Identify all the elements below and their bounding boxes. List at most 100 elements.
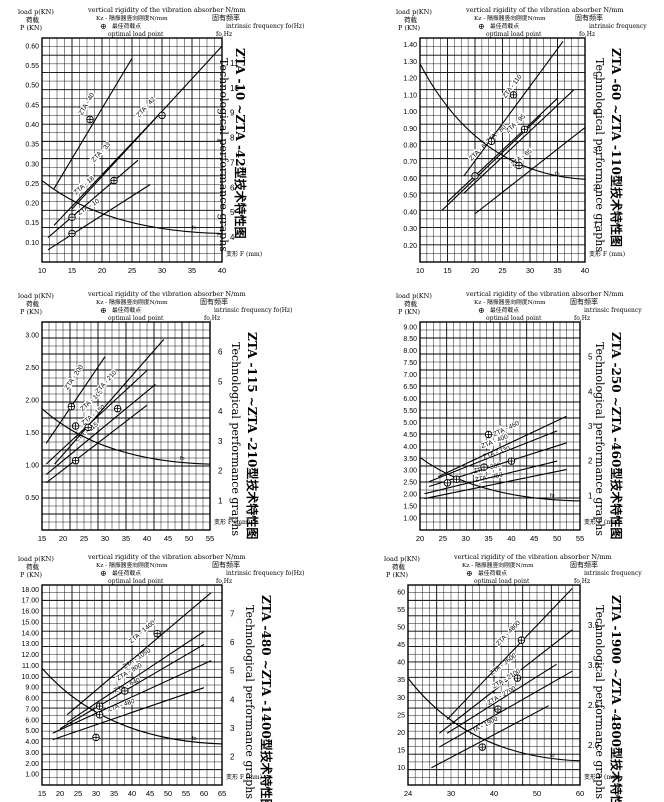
optimal-legend-en: optimal load point bbox=[486, 315, 542, 322]
y-tick-label: 0.50 bbox=[25, 495, 39, 502]
x-tick-label: 20 bbox=[98, 266, 106, 275]
x-tick-label: 15 bbox=[443, 266, 451, 275]
optimal-legend-en: optimal load point bbox=[108, 578, 164, 585]
y-tick-label: 10 bbox=[397, 765, 405, 772]
y-tick-label: 0.60 bbox=[25, 43, 39, 50]
load-label-cn: 荷载 bbox=[26, 299, 40, 308]
side-title: ZTA -250 ~ZTA -460型技术特性图 bbox=[609, 332, 624, 539]
plot-frame bbox=[419, 37, 586, 263]
y-tick-label: 12.00 bbox=[21, 652, 39, 659]
x-tick-label: 40 bbox=[143, 534, 151, 543]
x-tick-label: 30 bbox=[158, 266, 166, 275]
plot-frame bbox=[407, 584, 581, 786]
chart-panel: 24 30 40 50 60 10 15 20 25 30 35 40 45 50 55 60 2.0 2.5 3.… bbox=[384, 553, 642, 802]
plot-frame bbox=[41, 321, 211, 531]
x-tick-label: 20 bbox=[59, 534, 67, 543]
optimal-point bbox=[517, 636, 526, 644]
y-tick-label: 3.00 bbox=[25, 333, 39, 340]
freq-tick-label: 4 bbox=[230, 233, 235, 242]
x-axis-label: 变形 F (mm) bbox=[226, 250, 262, 258]
freq-tick-label: 5 bbox=[218, 377, 223, 386]
freq-tick-label: 4 bbox=[593, 109, 598, 118]
y-tick-label: 4.50 bbox=[403, 432, 417, 439]
x-tick-label: 15 bbox=[38, 534, 46, 543]
x-tick-label: 30 bbox=[462, 534, 470, 543]
freq-label-en: intrinsic frequency bbox=[584, 307, 642, 314]
optimal-point bbox=[84, 423, 92, 432]
y-tick-label: 1.40 bbox=[403, 42, 417, 49]
optimal-point bbox=[71, 422, 80, 430]
freq-tick-label: 3 bbox=[588, 422, 593, 431]
freq-tick-label: 6 bbox=[230, 638, 235, 647]
y-tick-label: 5.00 bbox=[403, 420, 417, 427]
series-line bbox=[463, 41, 564, 177]
series-line bbox=[47, 159, 139, 238]
optimal-point bbox=[110, 176, 118, 185]
frequency-curve bbox=[41, 408, 211, 465]
y-tick-label: 5.50 bbox=[403, 408, 417, 415]
y-tick-label: 1.50 bbox=[403, 504, 417, 511]
y-tick-label: 9.00 bbox=[403, 324, 417, 331]
freq-tick-label: 2.0 bbox=[588, 741, 600, 750]
y-tick-label: 5.00 bbox=[25, 728, 39, 735]
y-tick-label: 2.50 bbox=[25, 365, 39, 372]
y-tick-label: 0.40 bbox=[403, 209, 417, 216]
freq-tick-label: 1 bbox=[593, 221, 598, 230]
side-subtitle: Technological performance graphs bbox=[593, 605, 606, 799]
y-tick-label: 15.00 bbox=[21, 619, 39, 626]
y-tick-label: 18.00 bbox=[21, 587, 39, 594]
chart-panel: 20 25 30 35 40 45 50 551.001.502.002.503.003.50… bbox=[396, 290, 642, 543]
x-tick-label: 40 bbox=[128, 789, 136, 798]
x-tick-label: 35 bbox=[484, 534, 492, 543]
series-line bbox=[438, 629, 573, 734]
x-tick-label: 10 bbox=[38, 266, 46, 275]
y-tick-label: 2.00 bbox=[25, 761, 39, 768]
x-tick-label: 10 bbox=[416, 266, 424, 275]
y-tick-label: 1.00 bbox=[403, 109, 417, 116]
freq-label-cn: 固有频率 bbox=[570, 560, 598, 569]
freq-unit-label: fo,Hz bbox=[216, 578, 232, 585]
side-subtitle: Technological performance graphs bbox=[593, 342, 606, 536]
side-subtitle: Technological performance graphs bbox=[217, 58, 230, 252]
optimal-point bbox=[494, 705, 502, 713]
optimal-point bbox=[95, 710, 104, 719]
freq-tick-label: 3 bbox=[218, 437, 223, 446]
series-line bbox=[66, 631, 205, 723]
series-line bbox=[463, 89, 575, 194]
optimal-point bbox=[153, 629, 161, 638]
load-unit-label: P (KN) bbox=[20, 308, 43, 316]
frequency-curve-label: fo bbox=[192, 736, 197, 742]
x-tick-label: 50 bbox=[164, 789, 172, 798]
series-line bbox=[439, 670, 573, 748]
chart-panel: 15 20 25 30 35 40 45 50 55 60 651.002.003.004.005.… bbox=[18, 553, 304, 802]
optimal-legend-marker: ⊕ bbox=[478, 22, 485, 31]
series-line bbox=[45, 383, 156, 475]
load-label: load p(KN) bbox=[396, 8, 432, 16]
x-tick-label: 40 bbox=[581, 266, 589, 275]
y-tick-label: 16.00 bbox=[21, 609, 39, 616]
load-label: load p(KN) bbox=[18, 555, 54, 563]
x-axis-label: 变形 F (mm) bbox=[589, 250, 625, 258]
x-tick-label: 45 bbox=[530, 534, 538, 543]
y-tick-label: 14.00 bbox=[21, 630, 39, 637]
y-tick-label: 15 bbox=[397, 747, 405, 754]
series-line bbox=[428, 442, 567, 487]
chart-panel: 10 15 20 25 30 35 40 0.10 0.15 0.20 0.25 0.30 0.35 0.… bbox=[18, 6, 304, 275]
y-tick-label: 7.00 bbox=[403, 372, 417, 379]
y-tick-label: 1.00 bbox=[403, 516, 417, 523]
side-subtitle: Technological performance graphs bbox=[229, 342, 242, 536]
optimal-legend-cn: 最佳荷载点 bbox=[478, 569, 507, 577]
rigidity-label-cn: Kz - 隔振器竖向刚度N/mm bbox=[474, 298, 546, 306]
series-line bbox=[446, 663, 557, 734]
chart-panel: 15 20 25 30 35 40 45 50 550.501.001.502.002.503.… bbox=[18, 290, 292, 543]
y-tick-label: 1.30 bbox=[403, 59, 417, 66]
chart-panel: 10 15 20 25 30 35 400.200.300.400.500.600.700.… bbox=[396, 6, 647, 275]
optimal-point bbox=[92, 733, 100, 742]
y-tick-label: 6.50 bbox=[403, 384, 417, 391]
freq-unit-label: fo,Hz bbox=[204, 315, 220, 322]
series-line bbox=[474, 127, 586, 215]
x-tick-label: 25 bbox=[74, 789, 82, 798]
frequency-curve bbox=[419, 456, 581, 502]
